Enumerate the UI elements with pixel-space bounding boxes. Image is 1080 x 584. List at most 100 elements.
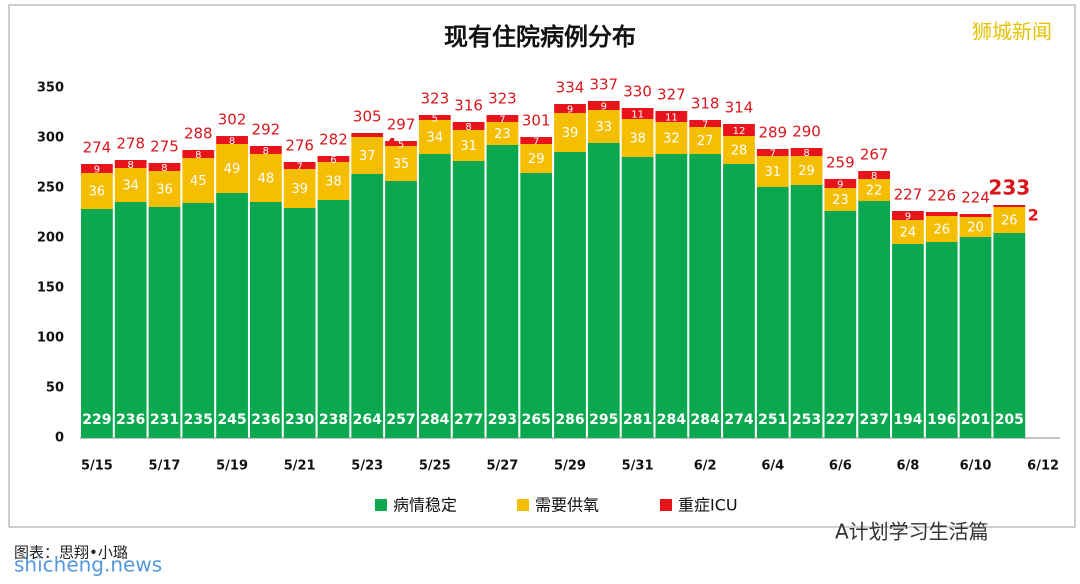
value-label: 264	[353, 412, 382, 428]
x-tick-label: 6/6	[829, 459, 852, 474]
bar-segment	[993, 205, 1026, 207]
value-label: 8	[195, 150, 201, 161]
value-label: 257	[386, 412, 415, 428]
bar-segment	[385, 181, 417, 438]
value-label: 194	[893, 412, 922, 428]
bar-segment	[418, 115, 451, 120]
value-label: 8	[128, 160, 134, 171]
value-label: 7	[533, 137, 539, 148]
bar-segment	[824, 188, 857, 211]
value-label: 293	[488, 412, 517, 428]
value-label: 12	[733, 126, 746, 137]
bar-segment	[283, 162, 316, 169]
x-tick-label: 5/21	[284, 459, 316, 474]
value-label: 22	[866, 184, 883, 199]
bar-segment	[216, 193, 248, 438]
x-tick-label: 6/4	[761, 459, 784, 474]
bar-segment	[723, 124, 755, 136]
value-label: 284	[420, 412, 449, 428]
bar-segment	[81, 164, 113, 173]
legend-swatch	[517, 499, 529, 511]
bar-segment	[790, 148, 823, 156]
value-label: 7	[770, 149, 776, 160]
value-label: 29	[798, 164, 815, 179]
value-label: 277	[454, 412, 483, 428]
value-label: 7	[296, 162, 302, 173]
account: A计划学习生活篇	[835, 520, 989, 544]
x-tick-label: 5/19	[216, 459, 248, 474]
bar-segment	[993, 233, 1026, 438]
credit: 图表：思翔•小璐	[14, 544, 128, 562]
bar-segment	[858, 171, 891, 179]
y-tick-label: 50	[46, 381, 64, 396]
value-label: 227	[826, 412, 855, 428]
total-label: 297	[387, 116, 416, 134]
y-tick-label: 300	[37, 131, 64, 146]
legend-label: 重症ICU	[678, 496, 738, 515]
value-label: 9	[567, 105, 573, 116]
bar-segment	[756, 149, 789, 156]
total-label: 316	[454, 97, 483, 115]
value-label: 284	[657, 412, 686, 428]
total-label: 267	[860, 146, 889, 164]
legend-swatch	[375, 499, 387, 511]
bar-segment	[486, 115, 519, 122]
total-label: 224	[961, 189, 990, 207]
bar-segment	[756, 156, 789, 187]
value-label: 23	[832, 193, 849, 208]
y-tick-label: 100	[37, 331, 64, 346]
bar-segment	[452, 161, 485, 438]
total-label: 233	[988, 176, 1030, 200]
bar-segment	[554, 104, 586, 113]
bar-segment	[81, 173, 113, 209]
bar-segment	[689, 120, 722, 127]
bar-segment	[385, 141, 417, 146]
bar-segment	[148, 163, 181, 171]
total-label: 289	[758, 124, 787, 142]
x-tick-label: 5/29	[554, 459, 586, 474]
bar-segment	[182, 150, 215, 158]
value-label: 6	[330, 155, 336, 166]
total-label: 330	[623, 83, 652, 101]
value-label: 49	[224, 162, 241, 177]
bar-segment	[723, 164, 755, 438]
total-label: 327	[657, 86, 686, 104]
value-label: 38	[629, 132, 646, 147]
value-label: 238	[319, 412, 348, 428]
total-label: 290	[792, 123, 821, 141]
bar-segment	[486, 122, 519, 145]
bar-segment	[351, 133, 384, 137]
total-label: 323	[421, 90, 450, 108]
bar-segment	[452, 122, 485, 130]
x-tick-label: 5/17	[149, 459, 181, 474]
x-tick-label: 5/25	[419, 459, 451, 474]
bar-segment	[959, 217, 992, 237]
total-label: 305	[353, 108, 382, 126]
bar-segment	[418, 154, 451, 438]
legend-label: 病情稳定	[393, 496, 457, 515]
total-label: 337	[589, 76, 618, 94]
x-tick-label: 6/2	[694, 459, 717, 474]
bar-segment	[892, 244, 924, 438]
value-label: 229	[82, 412, 111, 428]
total-label: 301	[522, 112, 551, 130]
value-label: 9	[905, 212, 911, 223]
bar-segment	[621, 157, 654, 438]
y-tick-label: 0	[55, 431, 64, 446]
value-label: 7	[499, 115, 505, 126]
x-tick-label: 5/27	[486, 459, 518, 474]
bar-segment	[216, 136, 248, 144]
value-label: 11	[631, 110, 644, 121]
bar-segment	[892, 220, 924, 244]
value-label: 26	[933, 223, 950, 238]
site: shicheng.news	[14, 553, 162, 577]
value-label: 251	[758, 412, 787, 428]
value-label: 2	[1028, 206, 1039, 225]
value-label: 274	[724, 412, 753, 428]
total-label: 288	[184, 125, 213, 143]
bar-segment	[554, 152, 586, 438]
total-label: 259	[826, 154, 855, 172]
total-label: 323	[488, 90, 517, 108]
bar-segment	[925, 216, 958, 242]
